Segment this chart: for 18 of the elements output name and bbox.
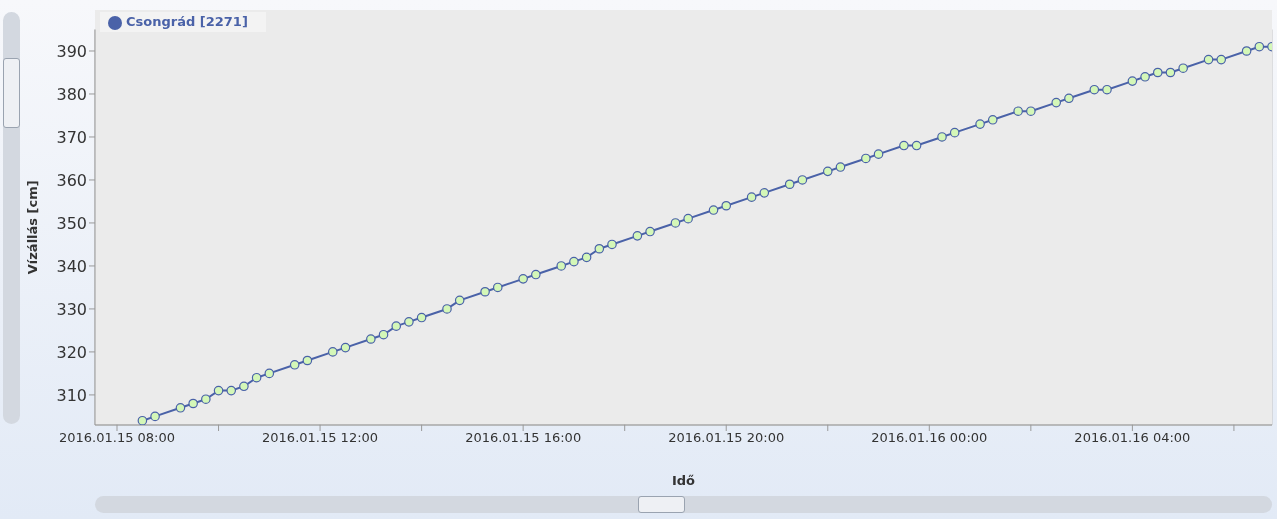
x-tick-label: 2016.01.16 00:00: [871, 430, 988, 446]
x-tick-label: 2016.01.15 08:00: [58, 430, 176, 446]
x-tick-label: 2016.01.15 12:00: [262, 430, 379, 446]
y-tick-label: 320: [56, 342, 87, 362]
x-tick-label: 2016.01.16 04:00: [1074, 430, 1191, 446]
legend-label: Csongrád [2271]: [126, 14, 248, 29]
x-tick-label: 2016.01.15 20:00: [668, 430, 785, 446]
y-tick-label: 390: [56, 41, 87, 61]
y-tick-label: 370: [56, 127, 87, 147]
y-tick-label: 380: [56, 84, 87, 104]
x-tick-label: 2016.01.15 16:00: [465, 430, 582, 446]
y-tick-label: 310: [56, 385, 87, 405]
y-tick-label: 340: [56, 256, 87, 276]
y-axis-title: Vízállás [cm]: [24, 180, 40, 275]
x-axis-title: Idő: [671, 473, 696, 488]
y-tick-label: 330: [56, 299, 87, 319]
y-tick-label: 360: [56, 170, 87, 190]
y-tick-label: 350: [56, 213, 87, 233]
